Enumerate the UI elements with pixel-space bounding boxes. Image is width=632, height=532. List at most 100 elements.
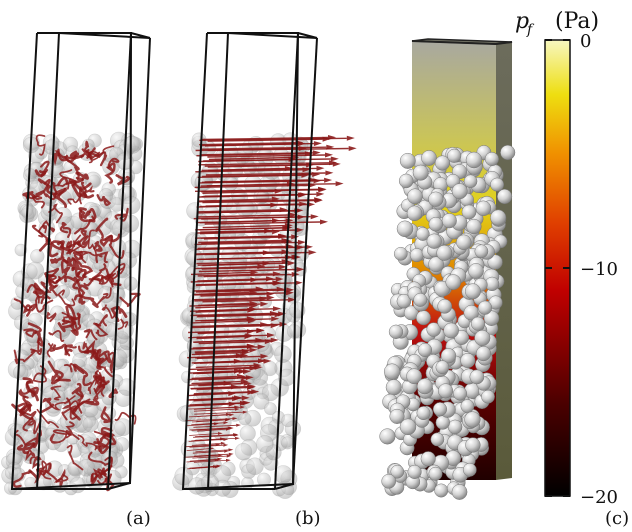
velocity-arrow <box>195 169 303 173</box>
colorbar-tick-label: −20 <box>580 487 618 508</box>
solid-particle <box>406 205 423 222</box>
velocity-arrow <box>191 324 271 329</box>
velocity-arrow <box>201 266 279 270</box>
streamline <box>66 444 84 471</box>
velocity-arrow-head <box>242 410 248 414</box>
solid-particle <box>470 316 486 331</box>
solid-particle <box>413 292 428 307</box>
ghost-particle <box>256 435 274 453</box>
velocity-arrow <box>199 142 296 146</box>
streamline <box>49 433 68 444</box>
solid-particle <box>415 310 431 326</box>
velocity-arrow-head <box>266 291 275 297</box>
panel-b-velocity-arrows <box>183 135 357 470</box>
solid-particle <box>468 263 484 279</box>
streamline <box>65 421 80 440</box>
solid-particle <box>475 346 492 362</box>
solid-particle <box>451 183 468 200</box>
velocity-arrow <box>198 308 274 312</box>
velocity-arrow <box>198 268 297 273</box>
velocity-arrow <box>198 382 244 387</box>
velocity-arrow <box>202 173 313 178</box>
panel-c-label: (c) <box>605 508 629 529</box>
streamline <box>114 411 137 425</box>
streamline <box>45 274 61 285</box>
velocity-arrow <box>200 235 279 239</box>
velocity-arrow-head <box>316 191 325 197</box>
solid-particle <box>398 173 414 189</box>
ghost-particle <box>77 458 96 477</box>
ghost-particle <box>82 416 99 433</box>
velocity-arrow <box>202 224 285 229</box>
streamline <box>40 281 52 305</box>
streamline <box>47 360 71 382</box>
solid-particle <box>465 437 481 453</box>
velocity-arrow <box>196 335 245 340</box>
velocity-arrow <box>198 340 265 345</box>
velocity-arrow-head <box>251 389 260 395</box>
velocity-arrow-head <box>246 344 255 350</box>
velocity-arrow <box>199 231 273 235</box>
streamline <box>95 217 109 239</box>
velocity-arrow-head <box>216 464 222 468</box>
velocity-arrow-head <box>226 454 232 458</box>
velocity-arrow-head <box>325 170 334 176</box>
solid-particle <box>464 411 481 428</box>
streamline <box>11 402 34 421</box>
velocity-arrow <box>196 314 275 318</box>
streamline <box>96 194 112 207</box>
solid-particle <box>434 483 449 498</box>
velocity-arrow <box>200 152 313 156</box>
solid-particle <box>462 462 477 477</box>
streamline <box>25 190 44 200</box>
velocity-arrow-head <box>273 306 281 312</box>
ghost-particle <box>274 465 293 484</box>
velocity-arrow <box>197 214 290 218</box>
solid-particle <box>474 244 489 259</box>
velocity-arrow-head <box>241 395 250 401</box>
solid-particle <box>428 216 444 232</box>
streamline <box>49 256 65 264</box>
streamline <box>48 203 63 224</box>
velocity-arrow-head <box>246 329 255 335</box>
streamline <box>71 382 84 398</box>
velocity-arrow-head <box>316 165 325 171</box>
panel-b-label: (b) <box>295 508 321 529</box>
solid-particle <box>388 324 404 339</box>
velocity-arrow <box>199 220 272 224</box>
velocity-arrow <box>201 216 298 220</box>
streamline <box>93 314 108 328</box>
streamline <box>108 351 115 374</box>
velocity-arrow <box>207 147 349 152</box>
velocity-arrow <box>197 209 280 213</box>
velocity-arrow-head <box>217 457 223 461</box>
velocity-arrow-head <box>310 214 319 220</box>
velocity-arrow <box>195 364 254 369</box>
velocity-arrow <box>196 346 247 350</box>
colorbar-tick-label: −10 <box>580 259 618 280</box>
velocity-arrow-head <box>287 260 296 266</box>
streamline <box>83 328 98 341</box>
velocity-arrow <box>197 367 250 371</box>
velocity-arrow-head <box>257 344 266 350</box>
streamline <box>100 406 111 424</box>
velocity-arrow <box>200 293 267 297</box>
panel-a-streamlines <box>11 134 141 492</box>
velocity-arrow-head <box>332 161 341 167</box>
velocity-arrow-head <box>271 218 280 224</box>
solid-particle <box>435 360 450 375</box>
streamline <box>53 150 68 166</box>
velocity-arrow-head <box>275 276 284 282</box>
velocity-arrow-head <box>313 141 322 147</box>
streamline <box>95 371 108 387</box>
panel-b-box <box>181 32 318 491</box>
streamline <box>59 169 77 187</box>
velocity-arrow <box>189 444 224 448</box>
ghost-particle <box>123 135 142 154</box>
streamline <box>66 235 90 249</box>
colorbar: p f (Pa) 0 −10 −20 <box>515 9 618 508</box>
solid-particle <box>417 342 433 358</box>
solid-particle <box>474 329 491 347</box>
streamline <box>13 349 36 365</box>
velocity-arrow <box>200 229 296 233</box>
